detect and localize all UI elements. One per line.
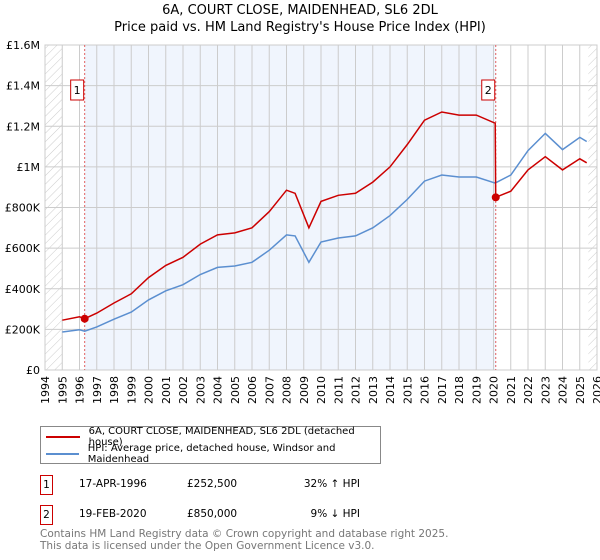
sale-hpi: 9% ↓ HPI [310, 508, 360, 520]
x-tick-label: 2007 [263, 376, 276, 404]
y-tick-label: £400K [5, 283, 41, 296]
x-tick-label: 2024 [557, 376, 570, 404]
x-tick-label: 2013 [367, 376, 380, 404]
chart-subtitle: Price paid vs. HM Land Registry's House … [114, 20, 486, 35]
x-tick-label: 2017 [436, 376, 449, 404]
y-tick-label: £1.2M [6, 120, 40, 133]
x-tick-label: 2012 [350, 376, 363, 404]
x-tick-label: 2023 [539, 376, 552, 404]
x-tick-label: 2014 [384, 376, 397, 404]
x-tick-label: 1996 [74, 376, 87, 404]
x-tick-label: 2003 [194, 376, 207, 404]
sale-point [491, 193, 500, 202]
y-tick-label: £0 [26, 364, 40, 377]
footer: Contains HM Land Registry data © Crown c… [40, 528, 448, 552]
x-tick-label: 2026 [591, 376, 600, 404]
y-tick-label: £1.4M [6, 80, 40, 93]
legend-swatch [46, 453, 79, 455]
x-tick-label: 2016 [419, 376, 432, 404]
x-tick-label: 1999 [125, 376, 138, 404]
legend: 6A, COURT CLOSE, MAIDENHEAD, SL6 2DL (de… [40, 426, 381, 465]
property-line [62, 111, 588, 321]
sale-annotation-box [481, 79, 496, 101]
footer-line: Contains HM Land Registry data © Crown c… [40, 528, 449, 540]
hpi-line [62, 132, 588, 333]
y-tick-label: £600K [5, 242, 41, 255]
legend-swatch [46, 436, 80, 438]
x-tick-label: 1998 [108, 376, 121, 404]
y-tick-label: £800K [5, 202, 41, 215]
legend-label: 6A, COURT CLOSE, MAIDENHEAD, SL6 2DL (de… [88, 426, 355, 448]
sale-annotation-box [70, 79, 85, 101]
x-tick-label: 2009 [298, 376, 311, 404]
sale-badge: 2 [40, 505, 53, 525]
x-tick-label: 2022 [522, 376, 535, 404]
x-tick-label: 2021 [505, 376, 518, 404]
x-tick-label: 1994 [39, 376, 52, 404]
x-tick-label: 1995 [56, 376, 69, 404]
sale-hpi: 32% ↑ HPI [303, 478, 360, 490]
sale-annotation-label: 1 [74, 84, 81, 97]
x-tick-label: 2010 [315, 376, 328, 404]
legend-item-hpi: HPI: Average price, detached house, Wind… [46, 443, 380, 465]
x-tick-label: 2006 [246, 376, 259, 404]
x-tick-label: 2001 [160, 376, 173, 404]
sale-point [80, 314, 89, 323]
sale-price: £850,000 [187, 508, 238, 520]
x-tick-label: 2018 [453, 376, 466, 404]
x-tick-label: 2011 [332, 376, 345, 404]
y-tick-label: £200K [5, 323, 41, 336]
x-tick-label: 2008 [281, 376, 294, 404]
chart-title: 6A, COURT CLOSE, MAIDENHEAD, SL6 2DL [162, 3, 438, 18]
x-tick-label: 2004 [212, 376, 225, 404]
sale-annotation-label: 2 [485, 84, 492, 97]
sale-date: 19-FEB-2020 [79, 508, 147, 520]
x-tick-label: 2020 [488, 376, 501, 404]
x-tick-label: 2015 [401, 376, 414, 404]
x-tick-label: 2000 [143, 376, 156, 404]
sale-badge: 1 [40, 475, 53, 495]
y-tick-label: £1M [17, 161, 41, 174]
plot-frame [44, 44, 598, 371]
x-tick-label: 2002 [177, 376, 190, 404]
legend-item-property: 6A, COURT CLOSE, MAIDENHEAD, SL6 2DL (de… [46, 426, 380, 448]
x-tick-label: 2025 [574, 376, 587, 404]
footer-line: This data is licensed under the Open Gov… [40, 540, 375, 552]
sale-price: £252,500 [187, 478, 238, 490]
price-chart: 1994 1995 1996 1997 1998 1999 2000 2001 2002 2003… [5, 39, 600, 404]
sale-date: 17-APR-1996 [79, 478, 147, 490]
x-tick-label: 2005 [229, 376, 242, 404]
x-tick-label: 1997 [91, 376, 104, 404]
y-tick-label: £1.6M [6, 39, 40, 52]
x-tick-label: 2019 [470, 376, 483, 404]
legend-label: HPI: Average price, detached house, Wind… [87, 443, 336, 465]
